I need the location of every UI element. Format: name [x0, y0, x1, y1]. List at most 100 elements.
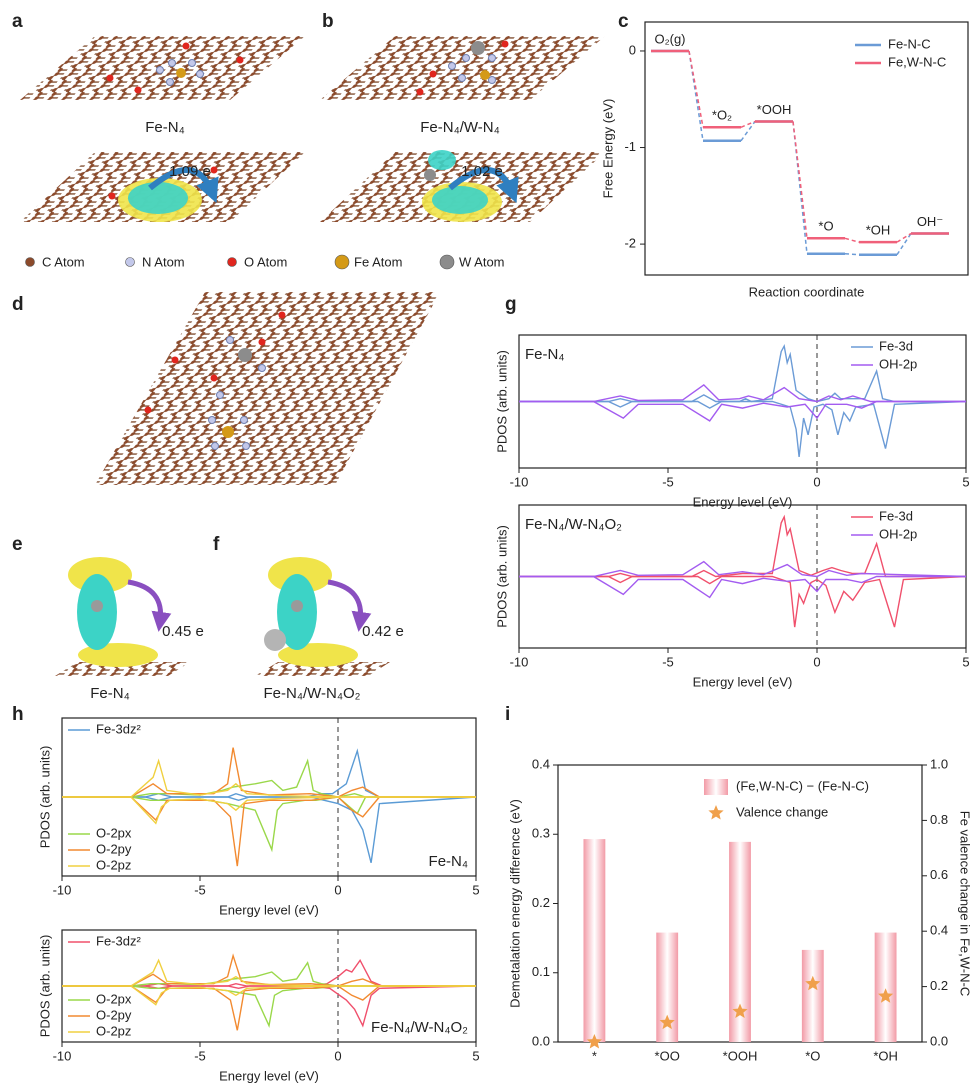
charge-label: 0.42 e [362, 623, 404, 640]
x-tick-label: -5 [662, 654, 674, 669]
legend-label: O-2px [96, 825, 132, 840]
charge-density [428, 150, 456, 170]
connector [792, 121, 808, 239]
y-tick-label: 0.3 [532, 826, 550, 841]
pdos-curve [62, 796, 476, 825]
charge-label: 1.09 e [169, 163, 211, 180]
pdos-curve [62, 961, 476, 987]
y-tick-label: -1 [624, 139, 636, 154]
o-atom [236, 56, 244, 64]
y-axis-label: PDOS (arb. units) [494, 350, 509, 453]
y-tick-label: 0.1 [532, 964, 550, 979]
n-atom [458, 74, 466, 82]
x-axis-label: Energy level (eV) [219, 1068, 319, 1083]
x-tick-label: 5 [472, 1048, 479, 1063]
legend-label: Fe-N-C [888, 36, 931, 51]
pdos-curve [519, 560, 967, 578]
atom-legend-marker [227, 257, 237, 267]
star-marker [878, 988, 894, 1003]
step-label: *OH [866, 223, 891, 238]
step-label: *O₂ [712, 108, 732, 123]
pdos-curve [62, 747, 476, 798]
x-tick-label: -10 [53, 882, 72, 897]
legend-swatch [704, 779, 728, 795]
atom-legend-marker [25, 257, 35, 267]
panel-label: e [12, 534, 23, 555]
n-atom [211, 442, 219, 450]
y2-tick-label: 0.2 [930, 978, 948, 993]
charge-label: 0.45 e [162, 623, 204, 640]
atom-legend-label: W Atom [459, 254, 505, 269]
bar [729, 841, 751, 1042]
panel-label: i [505, 704, 510, 725]
o-atom [134, 86, 142, 94]
legend-star [708, 805, 724, 820]
pdos-curve [519, 383, 966, 403]
panel-label: d [12, 294, 24, 315]
legend-label: Fe-3d [879, 338, 913, 353]
n-atom [168, 59, 176, 67]
o-atom [171, 356, 179, 364]
n-atom [240, 416, 248, 424]
annotation: Fe-N₄/W-N₄O₂ [525, 516, 622, 533]
charge-arrow [127, 579, 172, 632]
x-axis-label: Energy level (eV) [693, 674, 793, 689]
legend-label: O-2py [96, 1007, 132, 1022]
w-atom [238, 348, 252, 362]
atom-legend-marker [125, 257, 135, 267]
y2-tick-label: 0.8 [930, 812, 948, 827]
structure-label: Fe-N₄ [145, 119, 184, 136]
x-tick-label: -10 [510, 654, 529, 669]
step-label: O₂(g) [654, 31, 685, 46]
connector [844, 253, 860, 256]
structure-label: Fe-N₄/W-N₄O₂ [264, 685, 361, 702]
x-tick-label: 0 [813, 654, 820, 669]
atom-legend-marker [439, 254, 455, 270]
y-axis-label: Free Energy (eV) [600, 99, 615, 199]
x-tick-label: 0 [334, 1048, 341, 1063]
x-tick-label: *OH [873, 1048, 898, 1063]
structure-e [55, 557, 190, 676]
n-atom [462, 54, 470, 62]
connector [792, 121, 808, 254]
graphene-slab [255, 662, 390, 676]
legend-label: Fe-3d [879, 508, 913, 523]
fe-atom [480, 70, 490, 80]
o-atom [501, 40, 509, 48]
y-tick-label: 0.2 [532, 895, 550, 910]
atom-legend-marker [334, 254, 350, 270]
star-marker [732, 1003, 748, 1018]
x-tick-label: *O [805, 1048, 820, 1063]
plot-frame [644, 21, 969, 276]
step-label: *O [818, 219, 833, 234]
bar [874, 932, 897, 1042]
o-atom [144, 406, 152, 414]
legend-label: Fe-3dz² [96, 933, 141, 948]
connector [896, 233, 912, 256]
n-atom [488, 54, 496, 62]
structure-b [320, 36, 605, 222]
legend-label: Fe,W-N-C [888, 54, 946, 69]
n-atom [448, 62, 456, 70]
fe-atom [91, 600, 103, 612]
x-tick-label: 5 [962, 654, 969, 669]
connector [740, 120, 756, 128]
x-tick-label: -5 [194, 1048, 206, 1063]
o-atom [106, 74, 114, 82]
charge-density [432, 186, 488, 214]
pdos-curve [62, 748, 476, 798]
pdos-curve [519, 400, 967, 457]
y2-tick-label: 0.6 [930, 867, 948, 882]
panel-label: g [505, 294, 517, 315]
n-atom [188, 59, 196, 67]
o-atom [210, 374, 218, 382]
n-atom [258, 364, 266, 372]
pdos-curve [519, 575, 967, 628]
bar [801, 949, 824, 1042]
n-atom [242, 442, 250, 450]
x-tick-label: 5 [962, 474, 969, 489]
legend-label: O-2pz [96, 857, 131, 872]
o-atom [210, 166, 218, 174]
w-atom [264, 629, 286, 651]
legend-label: O-2px [96, 991, 132, 1006]
